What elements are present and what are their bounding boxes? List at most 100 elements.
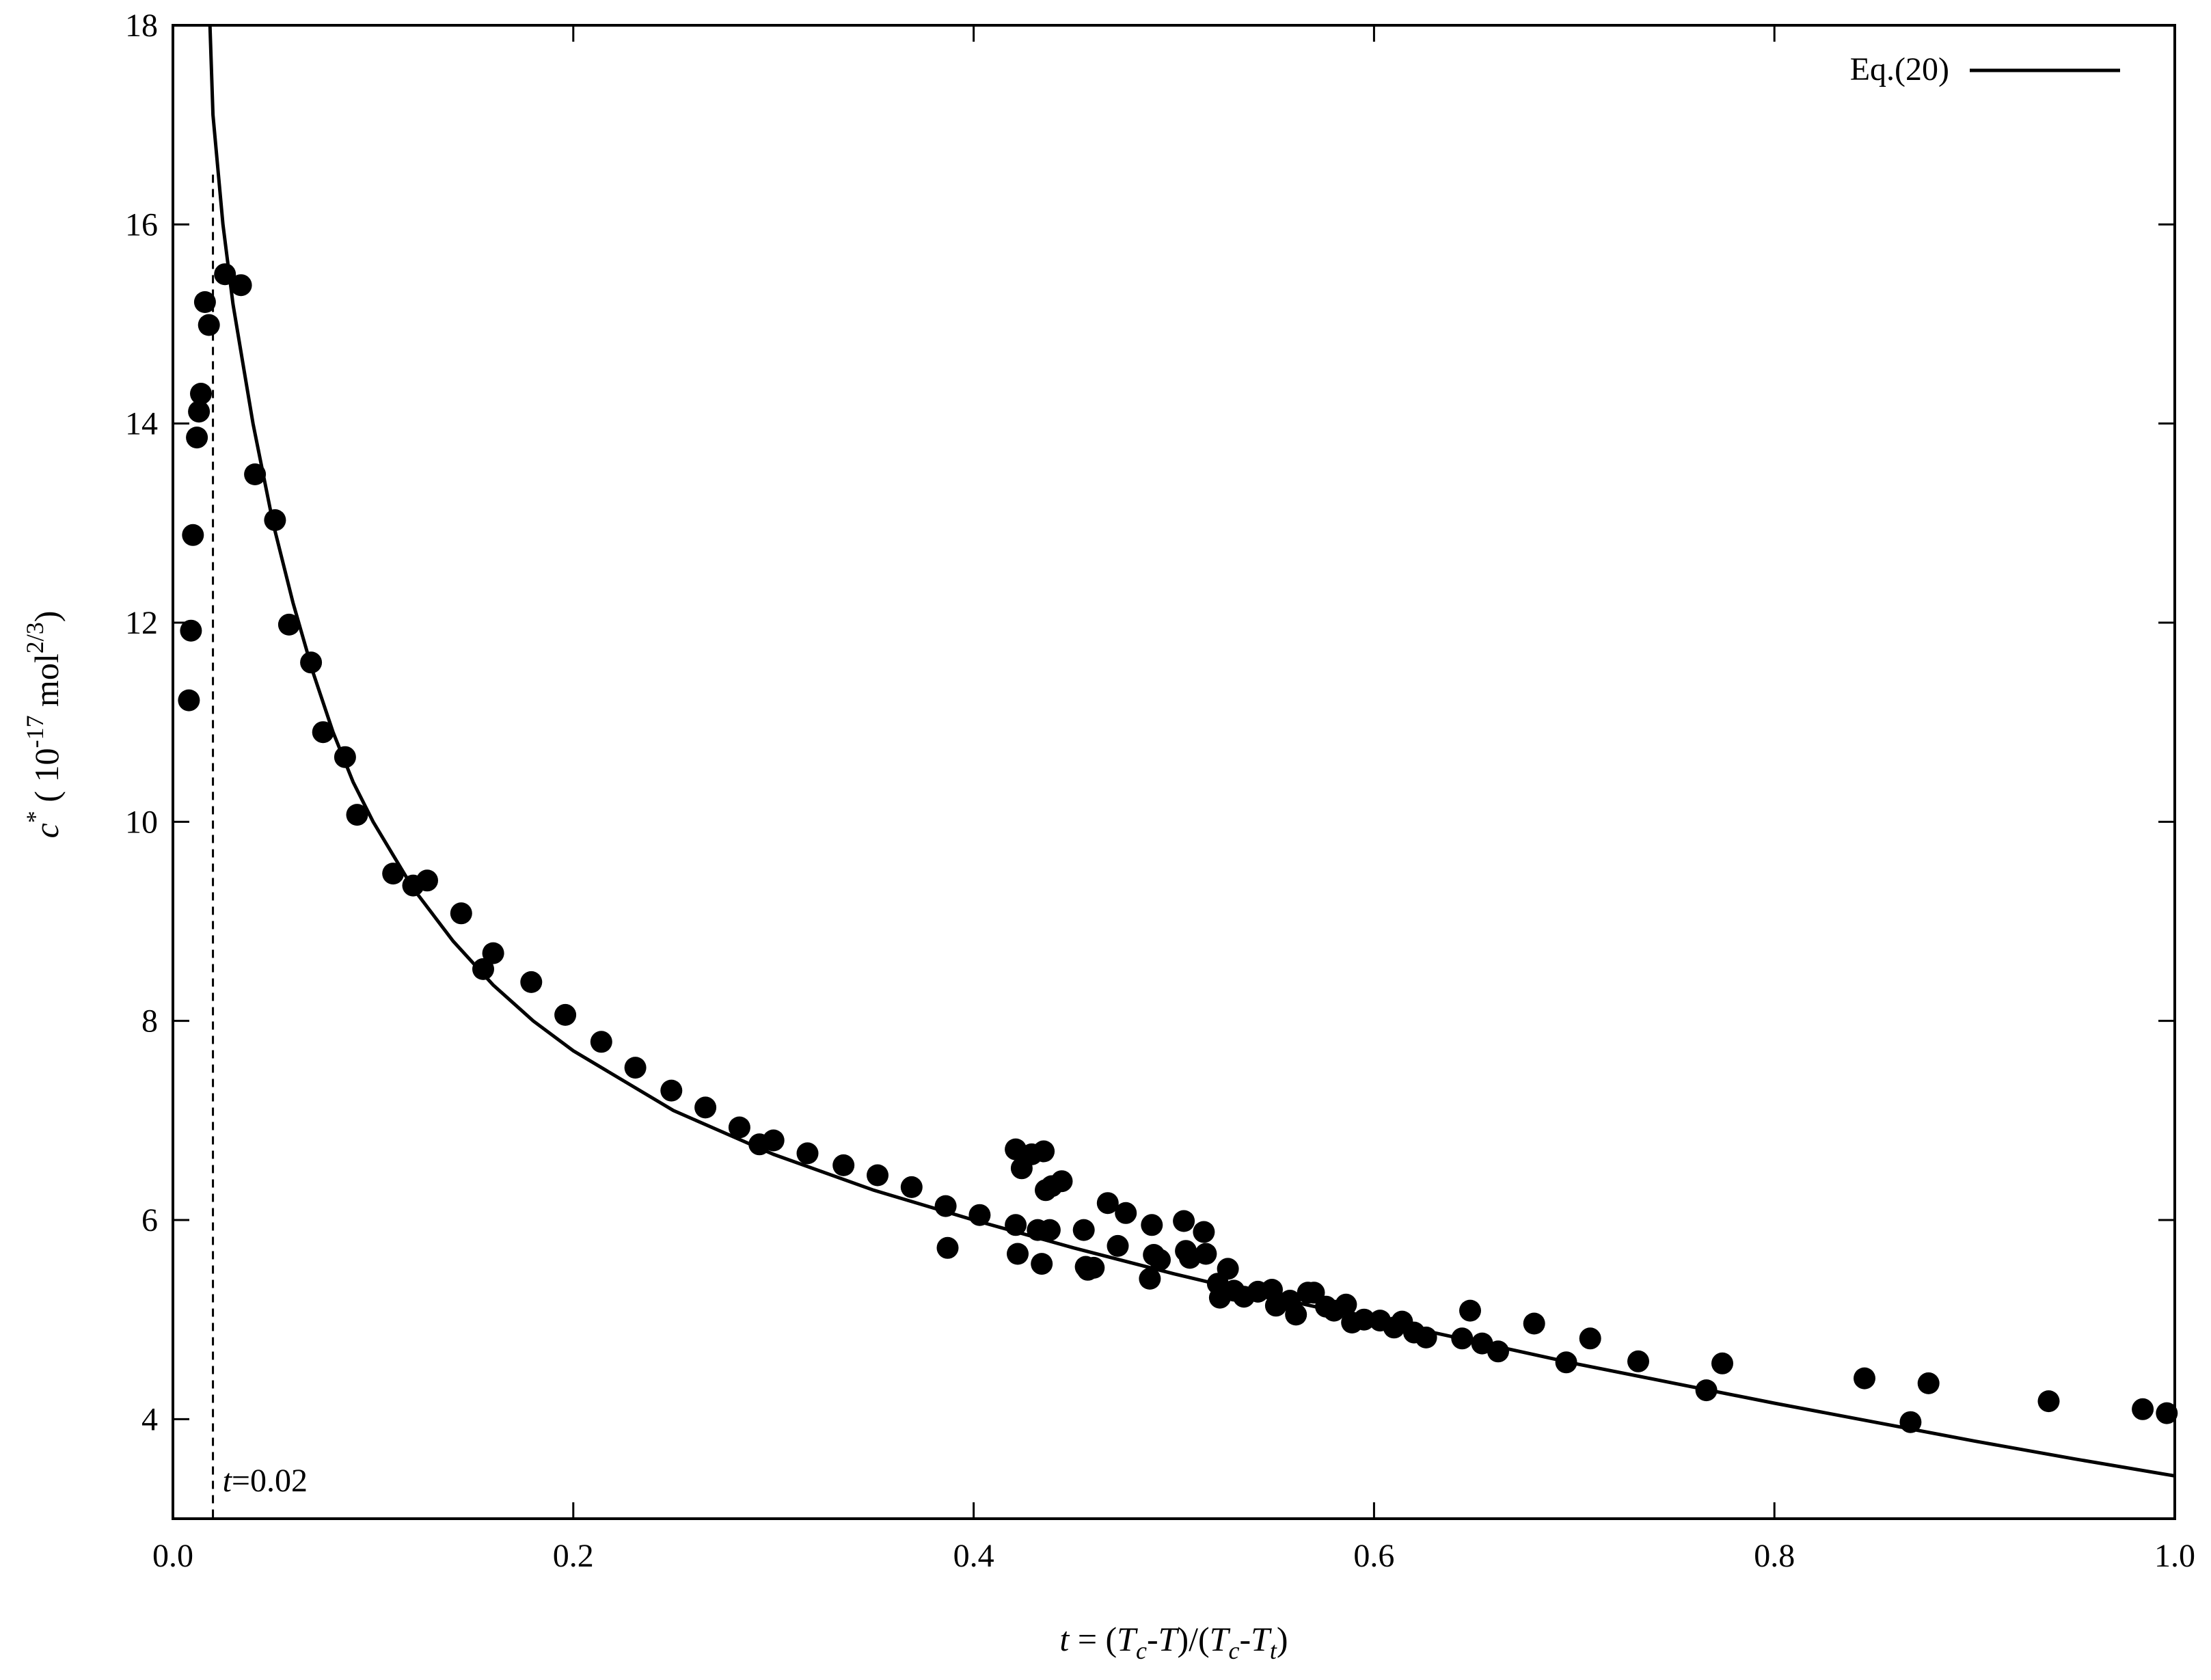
fit-curve-eq20	[208, 25, 2175, 1478]
data-point	[1899, 1411, 1922, 1433]
data-point	[482, 942, 504, 964]
xlabel-tc1: T	[1117, 1620, 1138, 1658]
data-point	[186, 426, 208, 449]
data-point	[1139, 1267, 1161, 1290]
data-point	[1096, 1192, 1119, 1215]
xlabel-close: )	[1277, 1620, 1288, 1658]
annotation-italic: t	[223, 1463, 233, 1499]
data-point	[190, 383, 212, 405]
data-point	[2132, 1398, 2154, 1420]
data-point	[1050, 1170, 1073, 1193]
data-point	[1033, 1140, 1055, 1163]
data-point	[1579, 1327, 1601, 1350]
x-tick-label: 0.4	[953, 1538, 994, 1574]
data-point	[1285, 1303, 1307, 1326]
data-point	[2156, 1402, 2178, 1424]
data-point	[590, 1031, 612, 1053]
data-point	[1487, 1340, 1509, 1363]
data-point	[867, 1164, 889, 1187]
y-tick-label: 16	[125, 206, 158, 243]
data-point	[554, 1003, 577, 1026]
data-point	[1141, 1214, 1163, 1236]
y-tick-label: 12	[125, 605, 158, 641]
data-point	[1007, 1243, 1029, 1265]
data-point	[334, 746, 356, 768]
data-point	[1217, 1258, 1239, 1280]
data-point	[312, 721, 334, 744]
data-point	[1195, 1243, 1217, 1265]
data-point	[1038, 1219, 1061, 1241]
xlabel-tt: T	[1251, 1620, 1272, 1658]
data-point	[1523, 1312, 1545, 1335]
data-point	[728, 1116, 750, 1139]
data-point	[1555, 1351, 1577, 1374]
data-point	[346, 804, 368, 826]
xlabel-tc2: T	[1210, 1620, 1231, 1658]
data-point	[936, 1236, 959, 1259]
x-tick-label: 0.2	[553, 1538, 594, 1574]
ylabel-exp: -17	[21, 716, 49, 748]
xlabel-tc1-sub: c	[1136, 1637, 1147, 1664]
data-point	[1711, 1352, 1733, 1374]
data-point	[1107, 1234, 1129, 1257]
ylabel-close: )	[27, 611, 66, 623]
y-axis-label: c* ( 10-17 mol2/3)	[21, 611, 66, 839]
data-point	[660, 1079, 683, 1102]
data-point	[900, 1176, 923, 1198]
xlabel-div: )/(	[1177, 1620, 1209, 1658]
plot-frame	[172, 24, 2176, 1520]
xlabel-tc2-sub: c	[1228, 1637, 1239, 1664]
ylabel-open: ( 10	[27, 748, 66, 811]
data-point	[1695, 1379, 1718, 1402]
data-point	[182, 524, 204, 546]
ylabel-mol-exp: 2/3	[21, 622, 49, 653]
xlabel-tt-sub: t	[1270, 1637, 1277, 1664]
data-point	[1353, 1308, 1375, 1331]
data-point	[694, 1096, 717, 1119]
data-point	[1072, 1219, 1095, 1241]
data-point	[198, 314, 220, 336]
data-point	[214, 263, 236, 286]
legend: Eq.(20)	[1850, 51, 2120, 87]
xlabel-eq: = (	[1069, 1620, 1117, 1658]
data-point	[264, 509, 286, 531]
data-point	[1031, 1253, 1053, 1275]
data-point	[832, 1154, 855, 1176]
data-point	[2037, 1390, 2060, 1413]
x-tick-label: 0.8	[1754, 1538, 1795, 1574]
ylabel-star: *	[21, 811, 49, 823]
x-tick-label: 0.6	[1353, 1538, 1394, 1574]
data-point	[1149, 1249, 1171, 1271]
data-points	[178, 263, 2178, 1433]
y-tick-label: 4	[141, 1401, 158, 1437]
y-tick-label: 8	[141, 1003, 158, 1040]
data-point	[520, 971, 543, 993]
y-tick-label: 6	[141, 1202, 158, 1238]
data-point	[1459, 1299, 1481, 1322]
data-point	[472, 958, 494, 980]
data-point	[180, 619, 202, 642]
x-tick-label: 0.0	[152, 1538, 193, 1574]
data-point	[188, 401, 211, 423]
data-point	[1335, 1293, 1357, 1316]
data-point	[230, 274, 252, 297]
y-tick-label: 18	[125, 8, 158, 44]
legend-label: Eq.(20)	[1850, 51, 1949, 87]
threshold-annotation: t=0.02	[223, 1463, 308, 1499]
data-point	[1627, 1350, 1649, 1372]
y-tick-label: 10	[125, 804, 158, 840]
data-point	[1415, 1326, 1437, 1349]
data-point	[1917, 1372, 1940, 1394]
data-point	[968, 1204, 991, 1226]
data-point	[178, 689, 200, 712]
data-point	[624, 1057, 647, 1079]
xlabel-t1: T	[1158, 1620, 1180, 1658]
data-point	[450, 902, 472, 925]
axis-tick-labels: 0.0 0.2 0.4 0.6 0.8 1.0 4 6 8 10 12 14 16 18	[125, 8, 2195, 1574]
data-point	[1451, 1327, 1474, 1350]
annotation-text: =0.02	[232, 1463, 308, 1499]
ylabel-c: c	[27, 823, 66, 838]
data-point	[1854, 1367, 1875, 1390]
data-point	[796, 1142, 819, 1165]
data-point	[416, 869, 438, 892]
